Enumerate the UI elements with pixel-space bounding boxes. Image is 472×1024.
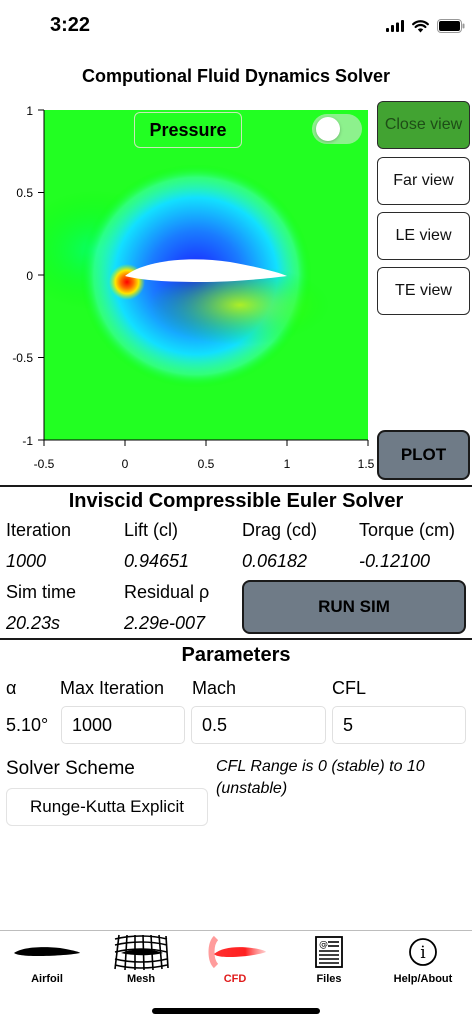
files-icon: @: [315, 936, 343, 968]
toggle-knob: [316, 117, 340, 141]
signal-icon: [386, 20, 404, 32]
close-view-button[interactable]: Close view: [377, 101, 470, 149]
y-tick-label: 0: [26, 269, 33, 283]
home-indicator: [152, 1008, 320, 1014]
torque-value: -0.12100: [359, 551, 431, 571]
alpha-value[interactable]: 5.10°: [6, 715, 49, 735]
solver-scheme-label: Solver Scheme: [6, 758, 135, 779]
status-icons: [386, 16, 465, 36]
x-tick-label: 0.5: [198, 457, 215, 471]
parameters-title: Parameters: [181, 644, 291, 666]
field-label: Pressure: [134, 112, 242, 148]
residual-value: 2.29e-007: [124, 613, 206, 633]
alpha-label: α: [6, 678, 17, 698]
y-tick-label: -0.5: [12, 351, 33, 365]
iteration-value: 1000: [6, 551, 47, 571]
airfoil-shape: [125, 259, 287, 282]
info-icon: i: [409, 938, 437, 966]
tab-help-about[interactable]: i Help/About: [376, 932, 470, 992]
run-sim-button[interactable]: RUN SIM: [242, 580, 466, 634]
x-tick-label: -0.5: [34, 457, 55, 471]
svg-text:i: i: [420, 943, 426, 963]
tab-label: Airfoil: [31, 973, 63, 985]
mach-label: Mach: [192, 678, 237, 698]
cfl-range-note: CFL Range is 0 (stable) to 10 (unstable): [216, 758, 425, 797]
drag-label: Drag (cd): [242, 520, 318, 540]
lift-value: 0.94651: [124, 551, 190, 571]
wifi-icon: [412, 19, 429, 32]
mesh-icon: [114, 934, 169, 971]
te-view-button[interactable]: TE view: [377, 267, 470, 315]
simtime-value: 20.23s: [6, 613, 61, 633]
iteration-label: Iteration: [6, 520, 72, 540]
status-time: 3:22: [50, 14, 91, 36]
cfl-label: CFL: [332, 678, 367, 698]
cfd-icon: [208, 935, 266, 969]
solver-scheme-selector[interactable]: Runge-Kutta Explicit: [6, 788, 208, 826]
torque-label: Torque (cm): [359, 520, 456, 540]
le-view-button[interactable]: LE view: [377, 212, 470, 260]
divider: [0, 485, 472, 487]
pressure-contour-plot[interactable]: -0.5 0 0.5 1 1.5 1 0.5 0 -0.5 -1: [0, 100, 376, 478]
far-view-button[interactable]: Far view: [377, 157, 470, 205]
lift-label: Lift (cl): [124, 520, 178, 540]
solver-title: Inviscid Compressible Euler Solver: [68, 490, 404, 512]
simtime-label: Sim time: [6, 582, 77, 602]
cfl-input[interactable]: 5: [332, 706, 466, 744]
tab-files[interactable]: @ Files: [282, 932, 376, 992]
tabbar-divider: [0, 930, 472, 931]
tab-cfd[interactable]: CFD: [188, 932, 282, 992]
max-iteration-input[interactable]: 1000: [61, 706, 185, 744]
mach-input[interactable]: 0.5: [191, 706, 326, 744]
max-iteration-label: Max Iteration: [60, 678, 165, 698]
tab-label: Help/About: [393, 973, 453, 985]
contour-toggle[interactable]: [312, 114, 362, 144]
tab-label: Files: [316, 973, 342, 985]
plot-button[interactable]: PLOT: [377, 430, 470, 480]
tab-mesh[interactable]: Mesh: [94, 932, 188, 992]
app-title: Computional Fluid Dynamics Solver: [81, 66, 391, 86]
x-tick-label: 0: [122, 457, 129, 471]
battery-icon: [437, 19, 465, 33]
y-tick-label: 1: [26, 104, 33, 118]
tab-label: CFD: [223, 973, 247, 985]
x-tick-label: 1.5: [358, 457, 375, 471]
x-tick-label: 1: [284, 457, 291, 471]
divider: [0, 638, 472, 640]
drag-value: 0.06182: [242, 551, 308, 571]
residual-label: Residual ρ: [124, 582, 210, 602]
airfoil-icon: [14, 947, 80, 956]
svg-text:@: @: [319, 940, 328, 950]
y-tick-label: 0.5: [16, 186, 33, 200]
tab-airfoil[interactable]: Airfoil: [0, 932, 94, 992]
tab-label: Mesh: [126, 973, 156, 985]
y-tick-marks: [38, 109, 44, 441]
y-tick-label: -1: [22, 434, 33, 448]
x-tick-marks: [43, 440, 369, 446]
